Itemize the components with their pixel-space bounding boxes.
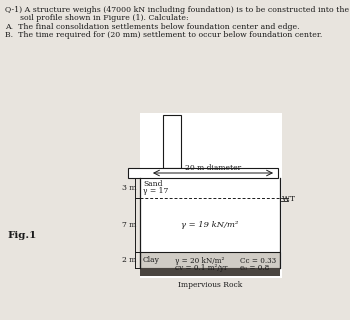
- Bar: [140, 178, 280, 198]
- Text: cv = 0.1 m²/yr: cv = 0.1 m²/yr: [175, 264, 228, 272]
- Text: Fig.1: Fig.1: [7, 230, 37, 239]
- Text: Q-1) A structure weighs (47000 kN including foundation) is to be constructed int: Q-1) A structure weighs (47000 kN includ…: [5, 6, 349, 14]
- Bar: [140, 268, 280, 276]
- Text: Sand: Sand: [143, 180, 162, 188]
- Text: γ = 19 kN/m²: γ = 19 kN/m²: [181, 221, 239, 229]
- Text: e₀ = 0.8: e₀ = 0.8: [240, 264, 269, 272]
- Text: A.  The final consolidation settlements below foundation center and edge.: A. The final consolidation settlements b…: [5, 23, 300, 31]
- Text: W.T: W.T: [282, 195, 296, 203]
- Text: 20 m diameter: 20 m diameter: [185, 164, 241, 172]
- Text: soil profile shown in Figure (1). Calculate:: soil profile shown in Figure (1). Calcul…: [5, 14, 189, 22]
- Text: 2 m: 2 m: [122, 256, 136, 264]
- Bar: [163, 115, 181, 168]
- Text: Cc = 0.33: Cc = 0.33: [240, 257, 276, 265]
- Bar: [140, 113, 282, 278]
- Text: γ = 17: γ = 17: [143, 187, 168, 195]
- Text: Impervious Rock: Impervious Rock: [178, 281, 242, 289]
- Text: γ = 20 kN/m²: γ = 20 kN/m²: [175, 257, 224, 265]
- Text: B.  The time required for (20 mm) settlement to occur below foundation center.: B. The time required for (20 mm) settlem…: [5, 31, 322, 39]
- Text: 3 m: 3 m: [122, 184, 136, 192]
- Bar: [140, 252, 280, 268]
- Text: 7 m: 7 m: [122, 221, 136, 229]
- Text: Clay: Clay: [143, 256, 160, 264]
- Bar: [128, 168, 278, 178]
